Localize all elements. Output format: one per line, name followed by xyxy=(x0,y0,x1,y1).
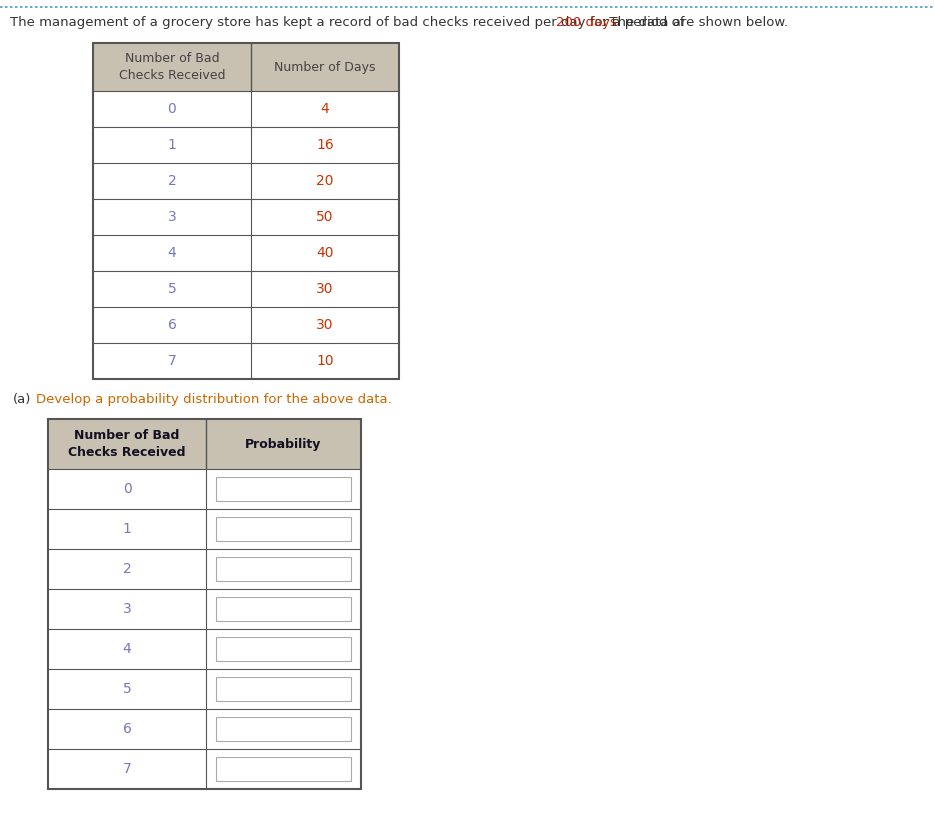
Text: 200 days: 200 days xyxy=(556,16,617,29)
Text: 3: 3 xyxy=(167,210,177,224)
Bar xyxy=(93,43,399,379)
Text: 20: 20 xyxy=(316,174,334,188)
Text: 0: 0 xyxy=(122,482,132,496)
Text: The management of a grocery store has kept a record of bad checks received per d: The management of a grocery store has ke… xyxy=(10,16,689,29)
Text: 16: 16 xyxy=(316,138,334,152)
Bar xyxy=(48,419,361,789)
Bar xyxy=(93,43,251,91)
Bar xyxy=(216,637,351,661)
Bar xyxy=(216,757,351,781)
Text: 7: 7 xyxy=(122,762,132,776)
Text: 6: 6 xyxy=(167,318,177,332)
Bar xyxy=(216,517,351,541)
Bar xyxy=(216,477,351,501)
Text: 5: 5 xyxy=(122,682,132,696)
Bar xyxy=(216,557,351,581)
Text: 30: 30 xyxy=(316,318,334,332)
Text: 6: 6 xyxy=(122,722,132,736)
Text: 1: 1 xyxy=(167,138,177,152)
Text: 5: 5 xyxy=(167,282,177,296)
Text: Number of Bad
Checks Received: Number of Bad Checks Received xyxy=(119,52,225,82)
Text: 10: 10 xyxy=(316,354,334,368)
Text: 4: 4 xyxy=(321,102,329,116)
Text: 4: 4 xyxy=(122,642,132,656)
Text: 7: 7 xyxy=(167,354,177,368)
Text: 50: 50 xyxy=(316,210,334,224)
Bar xyxy=(48,419,206,469)
Bar xyxy=(251,43,399,91)
Text: . The data are shown below.: . The data are shown below. xyxy=(600,16,788,29)
Bar xyxy=(216,597,351,621)
Text: 2: 2 xyxy=(122,562,132,576)
Text: 3: 3 xyxy=(122,602,132,616)
Text: 1: 1 xyxy=(122,522,132,536)
Text: 2: 2 xyxy=(167,174,177,188)
Text: 4: 4 xyxy=(167,246,177,260)
Text: Probability: Probability xyxy=(245,438,322,450)
Text: 0: 0 xyxy=(167,102,177,116)
Text: (a): (a) xyxy=(13,393,32,406)
Bar xyxy=(216,717,351,741)
Text: 40: 40 xyxy=(316,246,334,260)
Text: Number of Bad
Checks Received: Number of Bad Checks Received xyxy=(68,429,186,459)
Text: 30: 30 xyxy=(316,282,334,296)
Text: Number of Days: Number of Days xyxy=(274,61,376,73)
Bar xyxy=(206,419,361,469)
Text: Develop a probability distribution for the above data.: Develop a probability distribution for t… xyxy=(36,393,392,406)
Bar xyxy=(216,677,351,701)
